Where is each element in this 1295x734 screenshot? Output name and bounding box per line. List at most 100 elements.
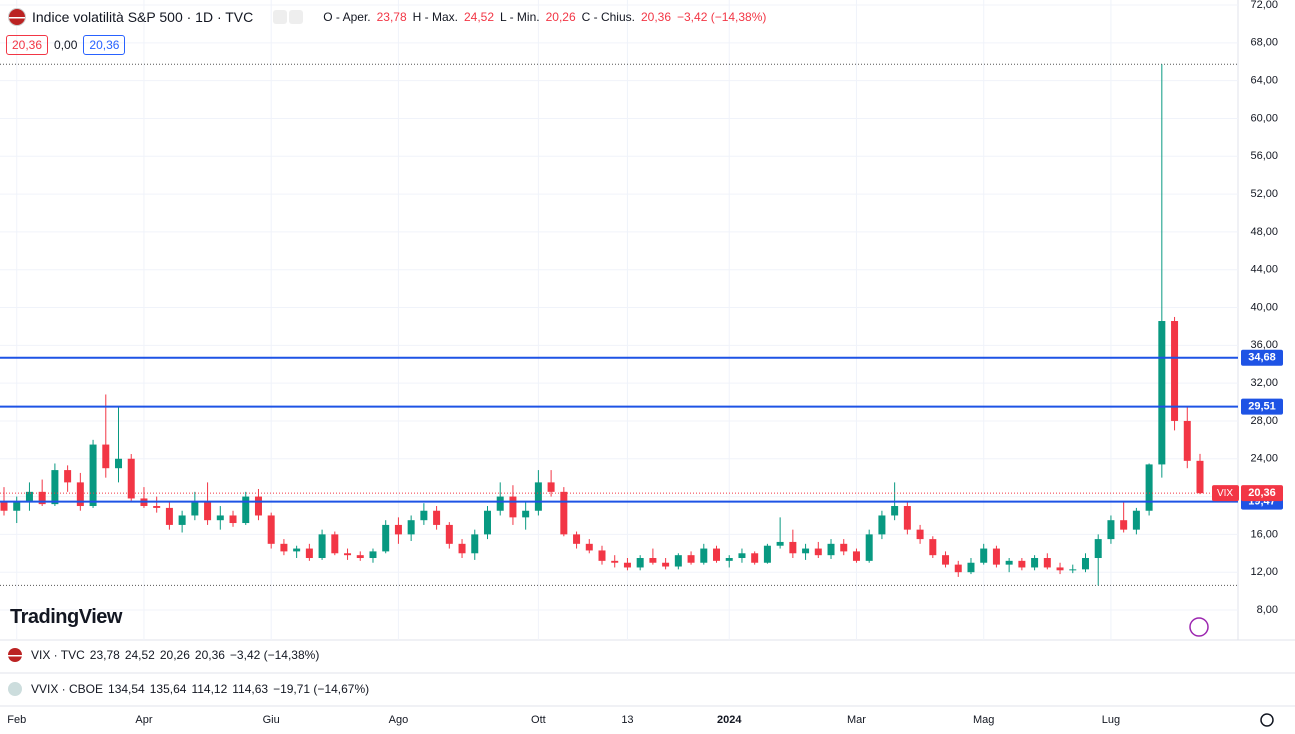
candle-body <box>204 501 212 521</box>
candle-body <box>967 562 975 573</box>
level-label: 34,68 <box>1248 352 1276 364</box>
candle-body <box>1107 520 1115 540</box>
candle-body <box>1005 560 1013 565</box>
ohlc-label: H - Max. <box>412 10 458 24</box>
candle-body <box>1018 560 1026 568</box>
candle-body <box>1171 321 1179 421</box>
candle-body <box>687 555 695 563</box>
candle-body <box>115 458 123 469</box>
candle-body <box>585 543 593 551</box>
candle-body <box>954 564 962 573</box>
x-tick-label: 13 <box>621 714 633 726</box>
spread: 0,00 <box>54 38 78 52</box>
candle-body <box>1183 420 1191 461</box>
candle-body <box>789 541 797 554</box>
candle-body <box>891 506 899 516</box>
toggle-icons[interactable] <box>273 10 304 24</box>
bid-box[interactable]: 20,36 <box>6 35 49 55</box>
candle-body <box>254 496 262 516</box>
ohlc-value: 20,26 <box>545 10 576 24</box>
x-tick-label: Ago <box>389 714 409 726</box>
candle-body <box>445 524 453 544</box>
x-tick-label: Mag <box>973 714 994 726</box>
ohlc-value: 20,36 <box>640 10 671 24</box>
y-tick-label: 36,00 <box>1250 339 1278 351</box>
ohlc-value: 23,78 <box>376 10 407 24</box>
row-symbol: VIX · TVC <box>31 648 85 662</box>
ohlc-legend: O - Aper. 23,78 H - Max. 24,52 L - Min. 20,26… <box>323 10 766 24</box>
candle-body <box>1158 321 1166 465</box>
x-tick-label: Feb <box>7 714 26 726</box>
candle-body <box>611 560 619 563</box>
price-boxes: 20,36 0,00 20,36 <box>6 35 126 55</box>
compare-row: VVIX · CBOE 134,54 135,64 114,12 114,63 −19,7… <box>8 682 369 696</box>
candle-body <box>420 510 428 521</box>
flag-icon <box>8 8 26 26</box>
candle-body <box>980 548 988 563</box>
candle-body <box>394 524 402 535</box>
x-tick-label: Giu <box>263 714 280 726</box>
candle-body <box>738 553 746 559</box>
candle-body <box>522 510 530 518</box>
x-tick-label: Apr <box>135 714 152 726</box>
candle-body <box>458 543 466 554</box>
candle-body <box>636 558 644 568</box>
candle-body <box>852 551 860 561</box>
candle-body <box>840 543 848 552</box>
candle-body <box>534 482 542 511</box>
candle-body <box>165 507 173 525</box>
candle-body <box>649 558 657 563</box>
row-value: 20,36 <box>194 648 225 662</box>
row-value: 114,63 <box>232 682 269 696</box>
candle-body <box>267 515 275 544</box>
candle-body <box>814 548 822 556</box>
candle-body <box>547 482 555 492</box>
candle-body <box>916 529 924 540</box>
candle-body <box>25 491 33 502</box>
settings-icon[interactable] <box>1260 713 1274 727</box>
candle-body <box>1132 510 1140 530</box>
ask-box[interactable]: 20,36 <box>83 35 126 55</box>
candle-body <box>623 562 631 568</box>
candle-body <box>1120 520 1128 530</box>
compare-row: VIX · TVC 23,78 24,52 20,26 20,36 −3,42 (−14,… <box>8 648 319 662</box>
candle-body <box>89 444 97 507</box>
candle-body <box>471 534 479 554</box>
candle-body <box>700 548 708 563</box>
candle-body <box>153 506 161 508</box>
candle-body <box>127 458 135 499</box>
row-value: 135,64 <box>149 682 187 696</box>
symbol-icon <box>8 648 22 662</box>
candle-body <box>1196 460 1204 494</box>
candle-body <box>713 548 721 561</box>
candle-body <box>878 515 886 535</box>
symbol-tag: VIX <box>1217 488 1233 499</box>
y-tick-label: 32,00 <box>1250 377 1278 389</box>
x-tick-label: Mar <box>847 714 866 726</box>
candle-body <box>356 555 364 559</box>
candle-body <box>929 539 937 556</box>
lightning-icon[interactable] <box>1189 617 1209 637</box>
price-tag-bg <box>1241 485 1283 502</box>
candle-body <box>865 534 873 561</box>
y-tick-label: 8,00 <box>1257 604 1278 616</box>
candle-body <box>0 501 8 511</box>
candle-body <box>662 562 670 567</box>
row-value: 24,52 <box>124 648 155 662</box>
candle-body <box>1145 464 1153 511</box>
candle-body <box>1056 567 1064 571</box>
candle-body <box>802 548 810 554</box>
candle-body <box>216 515 224 521</box>
candle-body <box>369 551 377 559</box>
level-tag <box>1241 398 1283 415</box>
row-value: −3,42 (−14,38%) <box>229 648 320 662</box>
candle-body <box>509 496 517 518</box>
candle-body <box>331 534 339 554</box>
ohlc-value: 24,52 <box>464 10 495 24</box>
symbol-tag-bg <box>1212 485 1239 502</box>
candle-body <box>102 444 110 469</box>
candle-body <box>827 543 835 556</box>
candle-body <box>992 548 1000 565</box>
candle-body <box>191 501 199 516</box>
